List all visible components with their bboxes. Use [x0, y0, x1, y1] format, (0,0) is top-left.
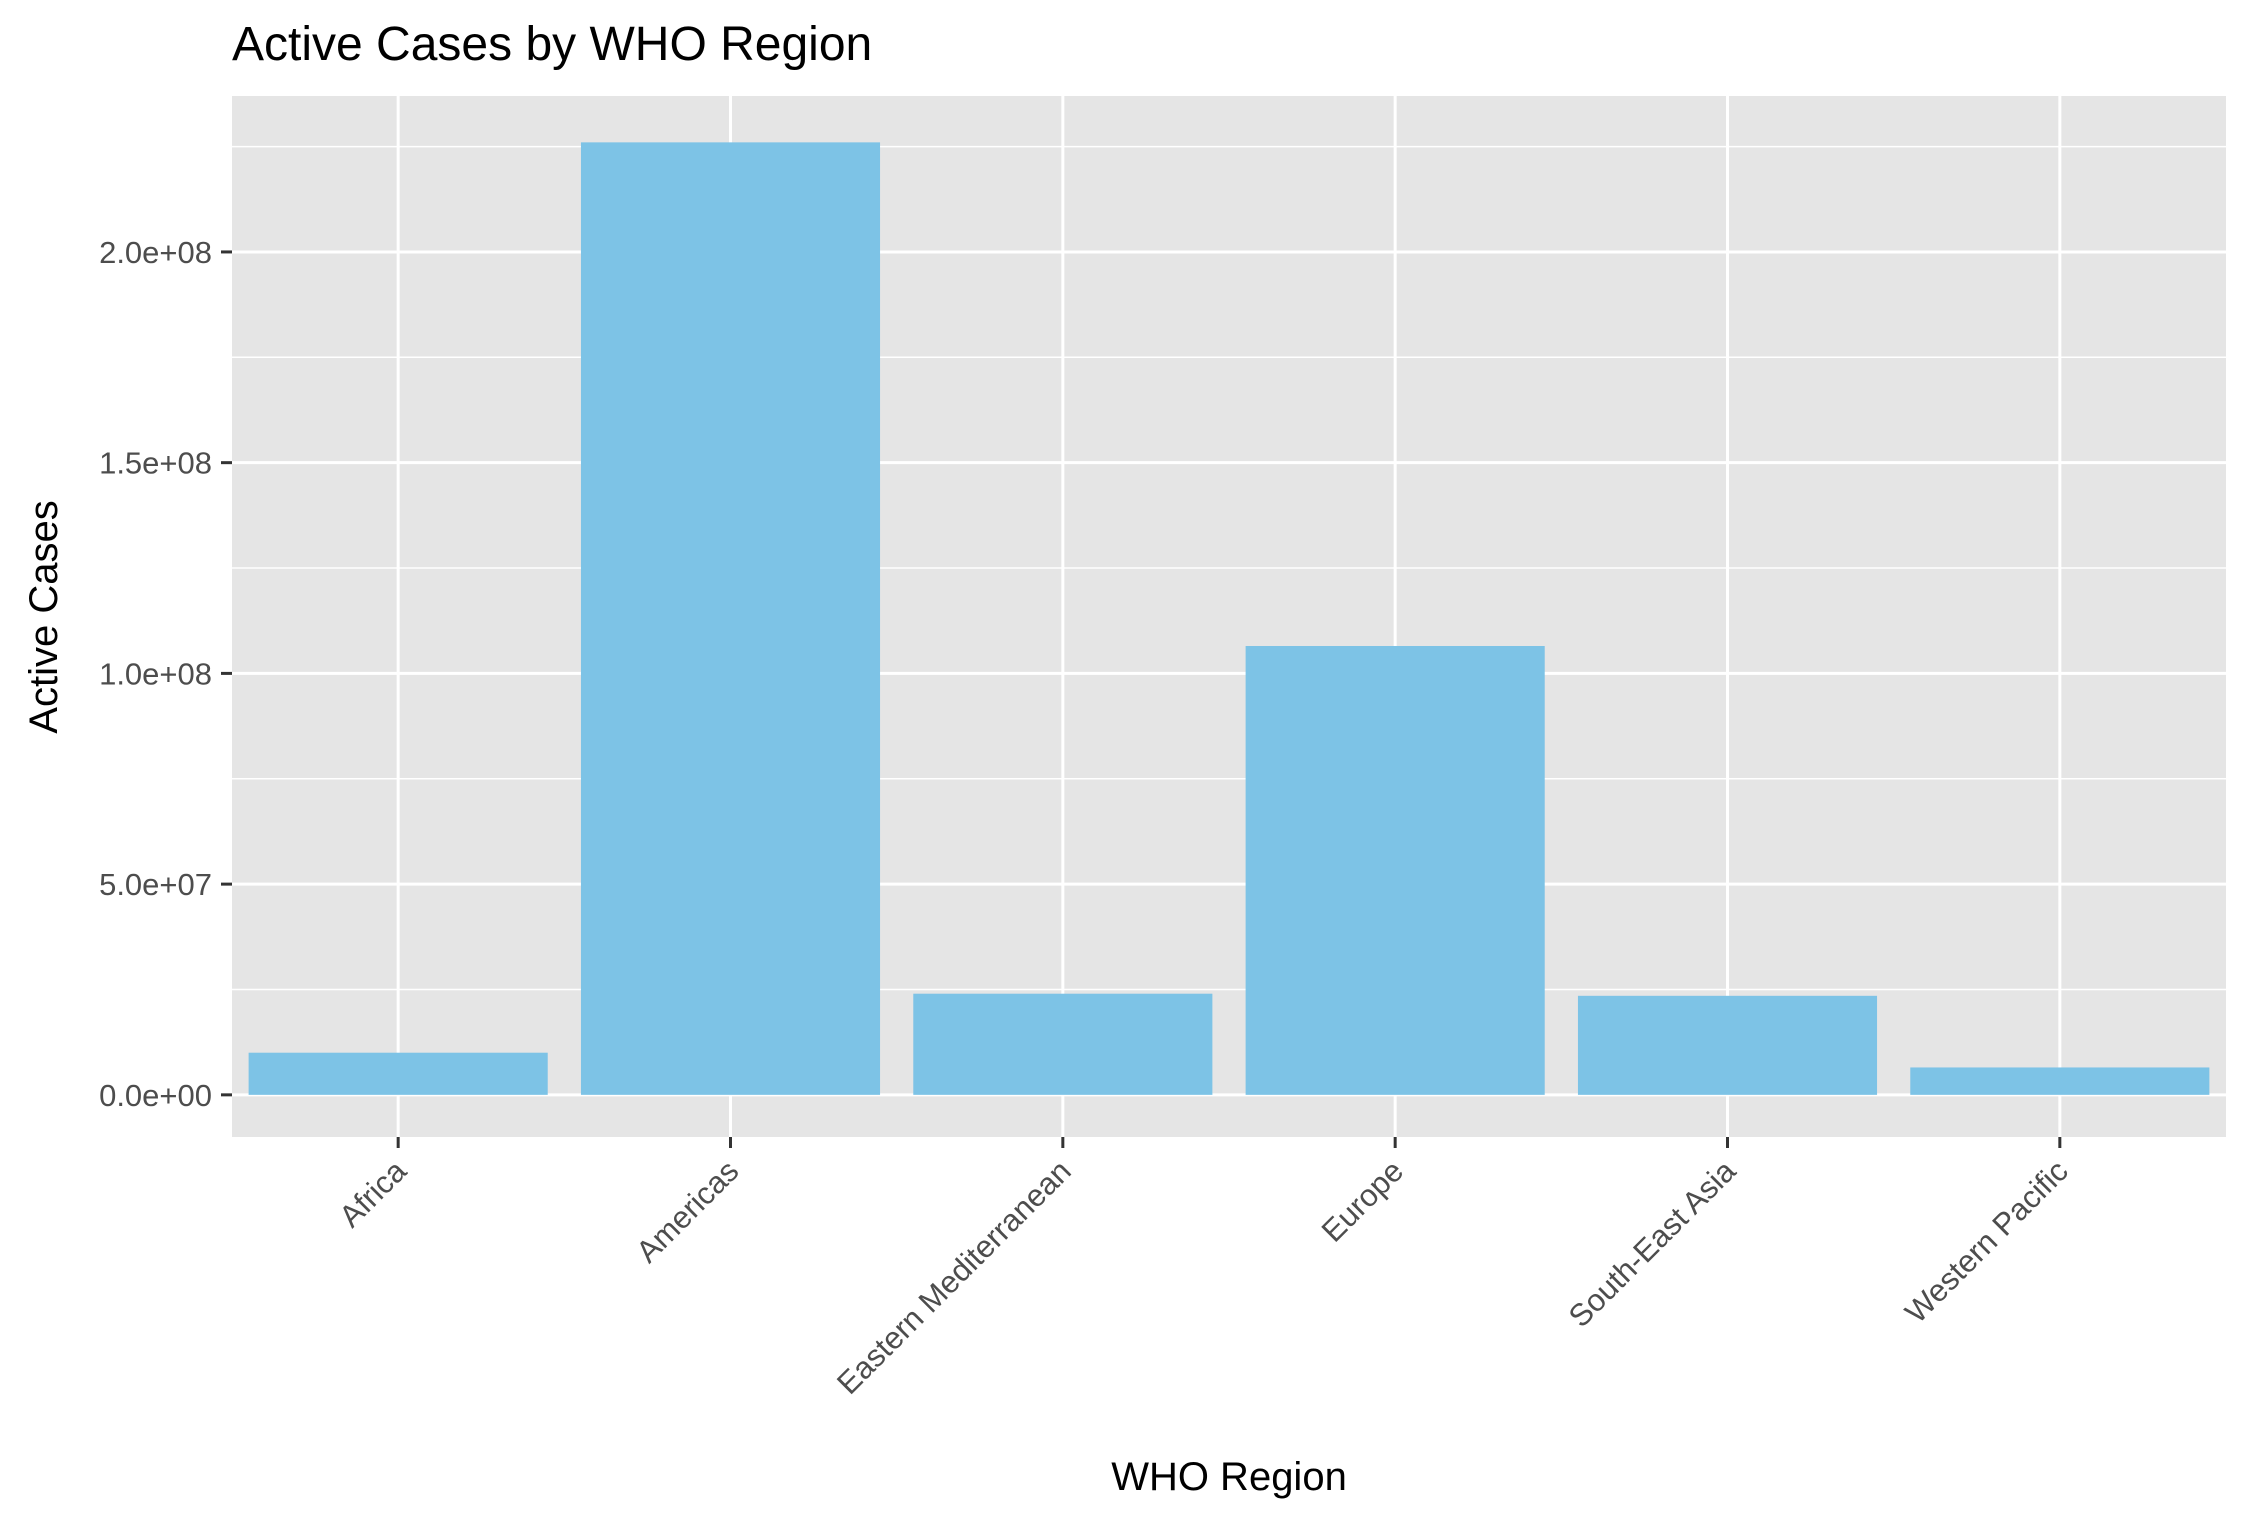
chart-title: Active Cases by WHO Region [232, 18, 872, 71]
x-axis: Africa Americas Eastern Mediterranean Europ… [332, 1137, 2075, 1401]
bar-south-east-asia [1577, 995, 1878, 1095]
x-tick-label: Europe [1315, 1153, 1410, 1248]
y-tick-label: 0.0e+00 [99, 1078, 212, 1113]
grid-lines [232, 96, 2226, 1137]
plot-panel [232, 96, 2226, 1137]
x-tick-label: South-East Asia [1562, 1153, 1743, 1334]
x-axis-title: WHO Region [1111, 1455, 1347, 1499]
bar-americas [580, 142, 881, 1095]
bar-western-pacific [1910, 1067, 2210, 1095]
y-tick-label: 1.0e+08 [99, 656, 212, 691]
y-axis-title: Active Cases [22, 500, 66, 733]
y-tick-label: 5.0e+07 [99, 867, 212, 902]
y-tick-label: 2.0e+08 [99, 235, 212, 270]
bar-africa [248, 1052, 548, 1095]
x-tick-label: Western Pacific [1898, 1153, 2075, 1330]
y-axis: 0.0e+00 5.0e+07 1.0e+08 1.5e+08 2.0e+08 [99, 235, 232, 1113]
y-tick-label: 1.5e+08 [99, 446, 212, 481]
x-tick-label: Americas [629, 1153, 745, 1269]
bar-eastern-mediterranean [913, 993, 1213, 1095]
bar-europe [1245, 646, 1545, 1095]
bars [248, 142, 2210, 1095]
x-tick-label: Eastern Mediterranean [830, 1153, 1078, 1401]
x-tick-label: Africa [332, 1153, 413, 1234]
